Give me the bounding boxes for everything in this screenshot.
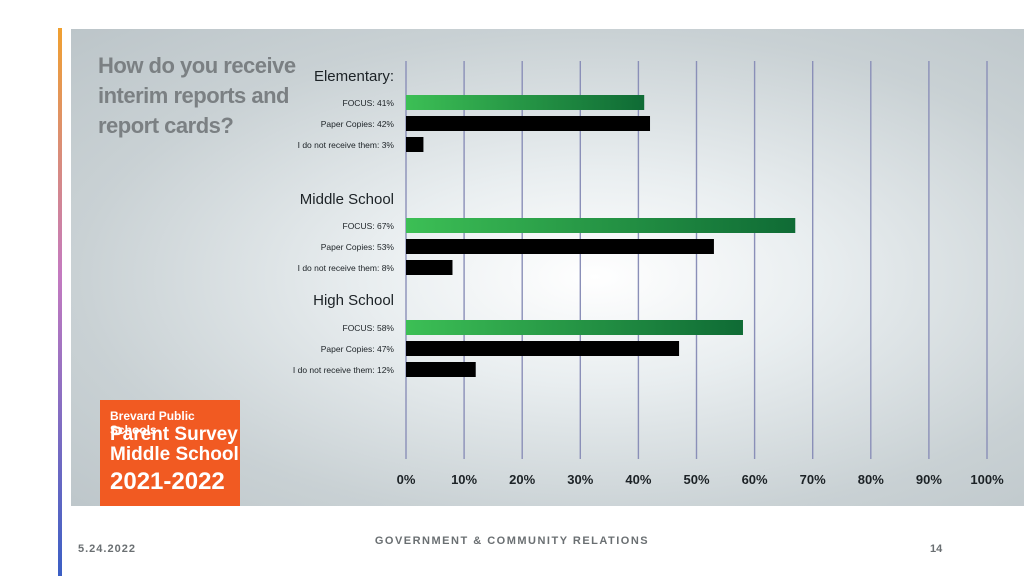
group-heading: High School xyxy=(313,292,394,309)
bar-label: FOCUS: 58% xyxy=(343,323,395,333)
badge-district: Brevard Public Schools xyxy=(110,409,195,437)
bar xyxy=(406,239,714,254)
bar-label: FOCUS: 67% xyxy=(343,221,395,231)
group-heading: Elementary: xyxy=(314,68,394,85)
footer-date: 5.24.2022 xyxy=(78,543,136,555)
badge-year: 2021-2022 xyxy=(110,468,225,495)
survey-badge: Brevard Public Schools Parent Survey Mid… xyxy=(100,400,240,506)
badge-survey-name: Parent Survey Middle School xyxy=(110,424,239,465)
bar-label: Paper Copies: 53% xyxy=(321,242,395,252)
x-tick-label: 90% xyxy=(916,472,942,487)
group-heading: Middle School xyxy=(300,191,394,208)
bar-label: I do not receive them: 3% xyxy=(298,140,395,150)
page-number: 14 xyxy=(930,543,943,555)
bar xyxy=(406,95,645,110)
x-tick-label: 30% xyxy=(567,472,593,487)
x-tick-label: 40% xyxy=(625,472,651,487)
bar-chart: Elementary: FOCUS: 41% Paper Copies: 42% I … xyxy=(293,61,1004,487)
footer-department: GOVERNMENT & COMMUNITY RELATIONS xyxy=(374,535,650,547)
bar xyxy=(406,116,651,131)
bar xyxy=(406,218,796,233)
x-tick-label: 50% xyxy=(683,472,709,487)
bar-label: FOCUS: 41% xyxy=(343,98,395,108)
x-tick-label: 10% xyxy=(451,472,477,487)
question-title: How do you receive interim reports and r… xyxy=(98,53,296,138)
bar-label: Paper Copies: 42% xyxy=(321,119,395,129)
bar xyxy=(406,362,476,377)
bar xyxy=(406,320,743,335)
x-tick-label: 100% xyxy=(970,472,1004,487)
bar xyxy=(406,260,453,275)
bar-label: Paper Copies: 47% xyxy=(321,344,395,354)
x-tick-label: 0% xyxy=(397,472,416,487)
accent-bar xyxy=(58,28,62,576)
x-tick-label: 60% xyxy=(742,472,768,487)
bar xyxy=(406,137,424,152)
slide-image: How do you receive interim reports and r… xyxy=(71,29,1024,506)
x-tick-label: 70% xyxy=(800,472,826,487)
bar-label: I do not receive them: 8% xyxy=(298,263,395,273)
x-tick-label: 20% xyxy=(509,472,535,487)
bar xyxy=(406,341,680,356)
bar-label: I do not receive them: 12% xyxy=(293,365,395,375)
x-tick-label: 80% xyxy=(858,472,884,487)
